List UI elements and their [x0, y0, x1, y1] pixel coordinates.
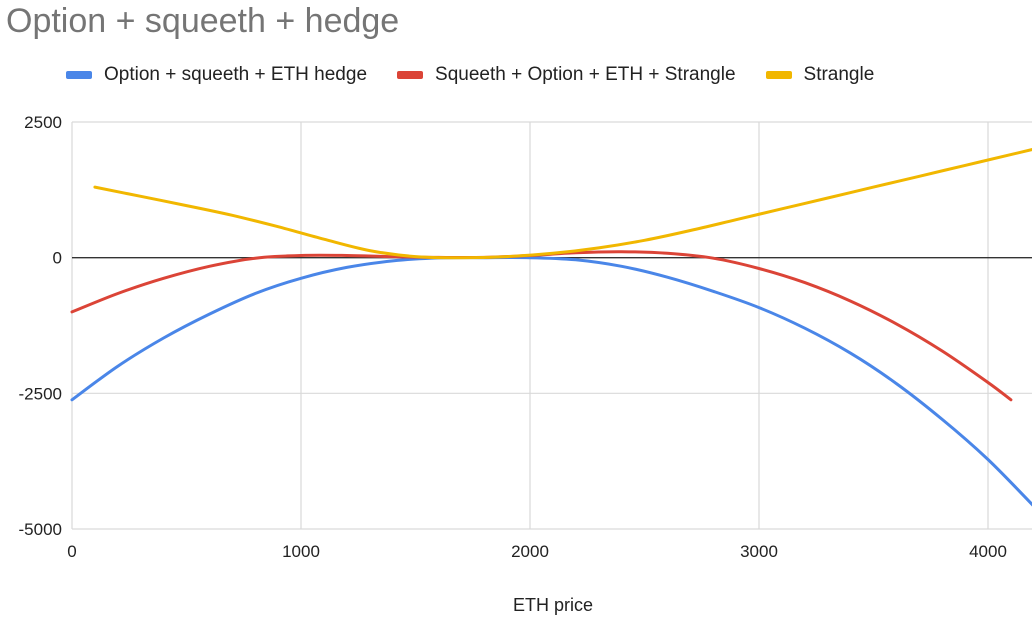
- legend-item-option-squeeth-eth-hedge[interactable]: Option + squeeth + ETH hedge: [66, 64, 367, 86]
- legend-swatch-icon: [397, 71, 424, 79]
- legend-item-strangle[interactable]: Strangle: [765, 64, 875, 86]
- series-line-2[interactable]: [93, 147, 1032, 260]
- x-axis-title: ETH price: [513, 595, 593, 615]
- legend-item-squeeth-option-eth-strangle[interactable]: Squeeth + Option + ETH + Strangle: [397, 64, 736, 86]
- legend-swatch-icon: [765, 71, 792, 79]
- series-lines: [70, 147, 1032, 507]
- x-tick-label: 2000: [511, 542, 549, 561]
- y-tick-label: 2500: [24, 113, 62, 132]
- x-tick-label: 3000: [740, 542, 778, 561]
- x-tick-label: 0: [67, 542, 76, 561]
- chart-title: Option + squeeth + hedge: [6, 2, 400, 40]
- x-tick-label: 1000: [282, 542, 320, 561]
- legend-swatch-icon: [66, 71, 92, 79]
- grid-lines: [71, 121, 1032, 530]
- chart-legend: Option + squeeth + ETH hedge Squeeth + O…: [66, 64, 904, 86]
- legend-label: Squeeth + Option + ETH + Strangle: [435, 64, 736, 85]
- y-tick-label: -5000: [19, 520, 62, 539]
- y-tick-label: -2500: [19, 384, 62, 403]
- series-line-1[interactable]: [70, 250, 1013, 402]
- legend-label: Strangle: [803, 64, 875, 85]
- legend-label: Option + squeeth + ETH hedge: [104, 64, 368, 85]
- x-tick-label: 4000: [969, 542, 1007, 561]
- series-line-0[interactable]: [70, 255, 1032, 507]
- y-tick-label: 0: [53, 249, 62, 268]
- x-axis-tick-labels: 0 1000 2000 3000 4000: [67, 542, 1007, 561]
- y-axis-tick-labels: 2500 0 -2500 -5000: [19, 113, 62, 539]
